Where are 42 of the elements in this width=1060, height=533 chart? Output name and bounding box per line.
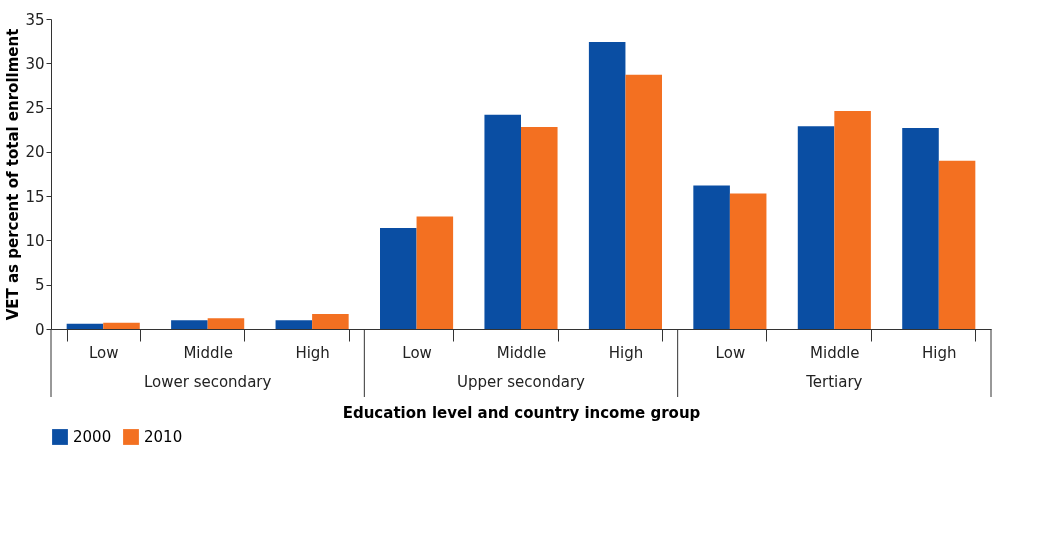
bar [588, 42, 626, 329]
y-tick-label: 0 [34, 320, 45, 339]
x-tick-label: Middle [810, 343, 860, 362]
y-tick-label: 10 [25, 231, 45, 250]
bar [380, 228, 417, 329]
bar [275, 320, 313, 329]
bar [416, 216, 454, 329]
text: Lower secondary [143, 373, 272, 391]
x-tick-label: Low [88, 343, 119, 362]
y-tick-label: 5 [34, 276, 45, 295]
bar [207, 318, 245, 329]
x-tick-label: Low [715, 343, 746, 362]
bar [938, 160, 976, 329]
legend-label: 2000 [73, 428, 112, 446]
bar [625, 74, 662, 329]
bar [797, 126, 835, 329]
x-tick-label: High [922, 343, 957, 362]
y-tick-label: 20 [25, 143, 45, 162]
bar [729, 193, 767, 329]
bar [834, 111, 871, 329]
bar [902, 127, 939, 329]
x-tick-label: Middle [496, 343, 547, 362]
x-tick-label: Middle [183, 343, 233, 362]
y-tick-label: 25 [25, 99, 45, 118]
text: Tertiary [805, 373, 863, 391]
y-tick-label: 35 [25, 10, 45, 29]
bar [693, 185, 730, 329]
bar [171, 320, 208, 329]
text: Upper secondary [457, 373, 586, 391]
bar [484, 114, 521, 329]
x-tick-label: High [608, 343, 644, 362]
y-axis-title: VET as percent of total enrollment [4, 28, 23, 321]
y-tick-label: 30 [25, 54, 45, 73]
legend-label: 2010 [144, 428, 183, 446]
bar [521, 127, 558, 329]
x-tick-label: Low [402, 343, 432, 362]
bar [66, 323, 104, 329]
x-axis-title: Education level and country income group [342, 403, 701, 422]
bar [312, 313, 349, 329]
x-tick-label: High [295, 343, 330, 362]
bar [103, 322, 140, 329]
y-tick-label: 15 [25, 187, 45, 206]
